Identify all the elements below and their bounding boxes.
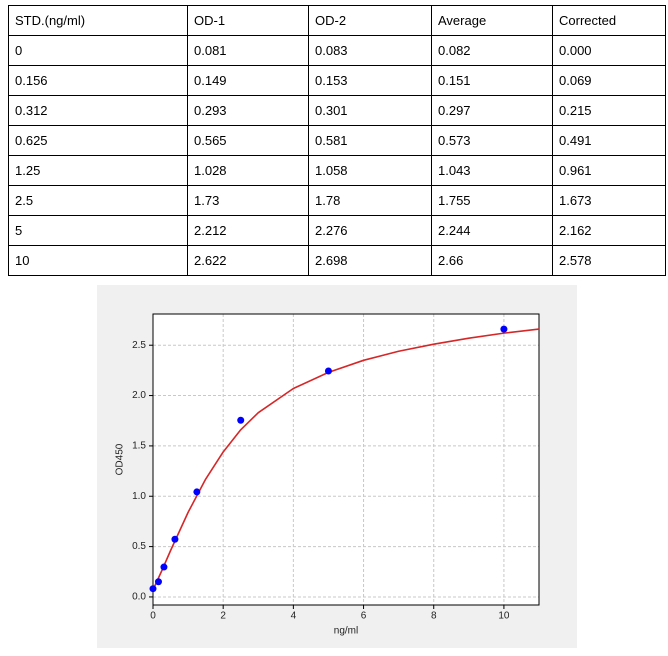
table-cell: 1.043 (431, 155, 553, 186)
x-tick-label: 10 (498, 611, 510, 622)
data-point (324, 367, 332, 375)
table-cell: 2.162 (552, 215, 666, 246)
table-cell: Average (431, 5, 553, 36)
table-row: 0 0.081 0.083 0.082 0.000 (8, 35, 666, 66)
table-cell: 10 (8, 245, 188, 276)
table-cell: STD.(ng/ml) (8, 5, 188, 36)
data-point (154, 578, 162, 586)
data-point (149, 585, 157, 593)
table-cell: 0.301 (308, 95, 432, 126)
table-cell: 2.698 (308, 245, 432, 276)
plot-area (153, 314, 539, 605)
table-cell: 0.565 (187, 125, 309, 156)
y-tick-label: 0.0 (132, 592, 146, 603)
x-axis-label: ng/ml (334, 626, 358, 637)
table-cell: 1.028 (187, 155, 309, 186)
table-cell: 2.622 (187, 245, 309, 276)
table-cell: 0.297 (431, 95, 553, 126)
data-table: STD.(ng/ml) OD-1 OD-2 Average Corrected 0 0.08… (8, 5, 666, 276)
y-tick-label: 1.5 (132, 441, 146, 452)
table-cell: Corrected (552, 5, 666, 36)
table-cell: 2.578 (552, 245, 666, 276)
table-row: 5 2.212 2.276 2.244 2.162 (8, 215, 666, 246)
data-point (237, 416, 245, 424)
table-row: 0.312 0.293 0.301 0.297 0.215 (8, 95, 666, 126)
table-cell: 0.312 (8, 95, 188, 126)
data-point (193, 488, 201, 496)
table-cell: OD-1 (187, 5, 309, 36)
table-cell: 0.083 (308, 35, 432, 66)
data-point (500, 325, 508, 333)
table-row: STD.(ng/ml) OD-1 OD-2 Average Corrected (8, 5, 666, 36)
table-row: 10 2.622 2.698 2.66 2.578 (8, 245, 666, 276)
table-cell: 2.5 (8, 185, 188, 216)
y-axis-label: OD450 (115, 443, 126, 475)
table-cell: 0.151 (431, 65, 553, 96)
x-tick-label: 2 (220, 611, 226, 622)
table-cell: 0.153 (308, 65, 432, 96)
y-tick-label: 2.0 (132, 390, 146, 401)
y-tick-label: 1.0 (132, 491, 146, 502)
data-point (171, 535, 179, 543)
y-tick-label: 2.5 (132, 340, 146, 351)
table-cell: 0.081 (187, 35, 309, 66)
x-tick-label: 4 (291, 611, 297, 622)
x-tick-label: 6 (361, 611, 367, 622)
plot-frame (152, 313, 540, 606)
y-tick-label: 0.5 (132, 541, 146, 552)
x-tick-label: 8 (431, 611, 437, 622)
table-cell: 2.66 (431, 245, 553, 276)
x-tick-label: 0 (150, 611, 156, 622)
table-cell: 0.961 (552, 155, 666, 186)
data-point (160, 563, 168, 571)
table-cell: 2.276 (308, 215, 432, 246)
table-cell: 0.573 (431, 125, 553, 156)
table-cell: 1.673 (552, 185, 666, 216)
